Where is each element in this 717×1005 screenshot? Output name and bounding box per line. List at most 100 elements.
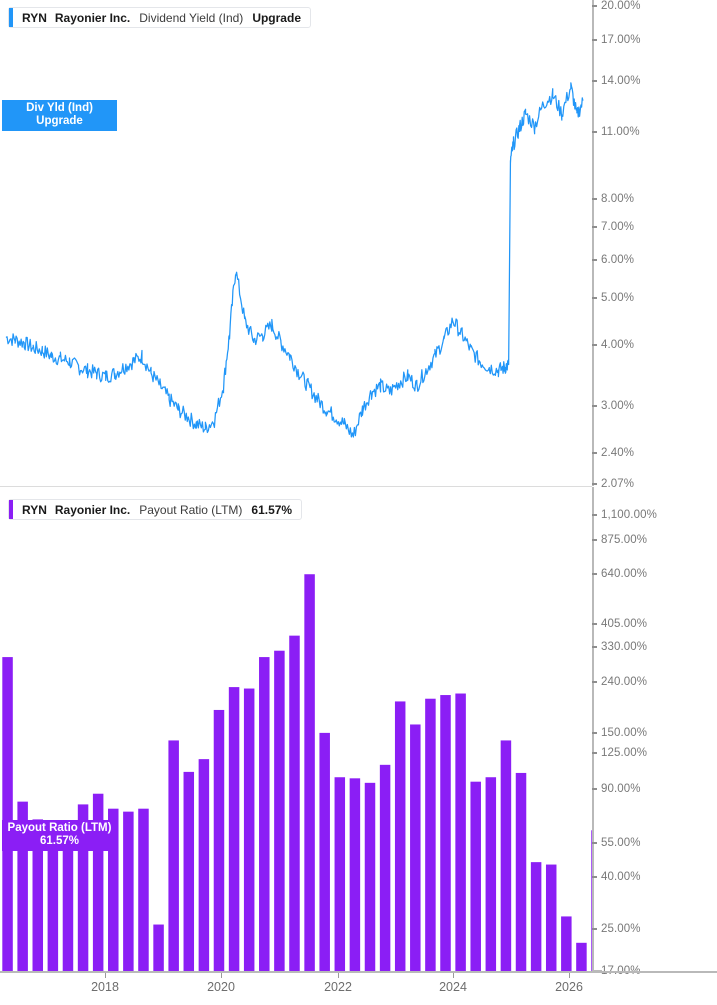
- y-axis-tick-mark: [592, 39, 597, 42]
- payout-ratio-bar[interactable]: [259, 657, 270, 971]
- legend-metric: Payout Ratio (LTM): [139, 502, 243, 517]
- legend-dividend-yield[interactable]: RYN Rayonier Inc. Dividend Yield (Ind) U…: [8, 7, 311, 28]
- badge-line-1: Div Yld (Ind): [26, 102, 93, 114]
- payout-ratio-bar[interactable]: [289, 635, 300, 971]
- y-axis-tick: 8.00%: [592, 192, 634, 206]
- payout-ratio-bar[interactable]: [530, 862, 542, 971]
- current-value-badge-dividend-yield[interactable]: Div Yld (Ind) Upgrade: [2, 100, 117, 131]
- y-axis-tick: 17.00%: [592, 33, 641, 47]
- payout-ratio-bar[interactable]: [500, 740, 512, 971]
- payout-ratio-bar[interactable]: [591, 830, 592, 971]
- badge-line-2: 61.57%: [39, 835, 79, 847]
- x-axis[interactable]: 2018 2020 2022 2024 2026: [0, 971, 717, 1005]
- y-axis-tick: 11.00%: [592, 125, 640, 139]
- payout-ratio-bar[interactable]: [2, 657, 13, 971]
- y-axis-tick: 25.00%: [592, 922, 641, 936]
- payout-ratio-bar[interactable]: [17, 801, 28, 971]
- dividend-yield-line: [5, 82, 584, 438]
- payout-ratio-bar[interactable]: [379, 764, 391, 971]
- payout-ratio-bar[interactable]: [545, 864, 557, 971]
- y-axis-payout-ratio[interactable]: 1,100.00% 875.00% 640.00% 405.00% 330.00% 240…: [592, 487, 717, 977]
- payout-ratio-bar[interactable]: [485, 777, 497, 971]
- y-axis-tick-label: 40.00%: [601, 871, 641, 884]
- y-axis-tick-label: 1,100.00%: [601, 509, 657, 521]
- payout-ratio-bar[interactable]: [243, 688, 255, 971]
- y-axis-tick-label: 20.00%: [601, 0, 641, 12]
- x-axis-tick-mark: [105, 973, 106, 978]
- payout-ratio-bar[interactable]: [394, 701, 406, 971]
- y-axis-tick-label: 3.00%: [601, 399, 635, 412]
- legend-value[interactable]: Upgrade: [252, 10, 301, 25]
- payout-ratio-bar[interactable]: [32, 819, 44, 971]
- payout-ratio-bar[interactable]: [576, 942, 587, 971]
- payout-ratio-bar[interactable]: [108, 808, 119, 971]
- payout-ratio-bar[interactable]: [319, 732, 330, 971]
- payout-ratio-bar[interactable]: [153, 924, 164, 971]
- legend-ticker: RYN: [22, 10, 47, 25]
- payout-ratio-bar[interactable]: [425, 698, 436, 971]
- payout-ratio-bar[interactable]: [440, 695, 451, 971]
- y-axis-tick-mark: [592, 80, 597, 83]
- payout-ratio-bar[interactable]: [334, 777, 346, 971]
- payout-ratio-bar[interactable]: [123, 811, 134, 971]
- payout-ratio-bar[interactable]: [349, 778, 361, 971]
- y-axis-tick-mark: [592, 344, 597, 347]
- payout-ratio-bar[interactable]: [92, 793, 104, 971]
- y-axis-tick-mark: [592, 539, 597, 541]
- x-axis-baseline: [0, 971, 717, 973]
- payout-ratio-bar[interactable]: [470, 781, 481, 971]
- y-axis-tick: 4.00%: [592, 338, 634, 352]
- y-axis-tick-mark: [592, 198, 597, 201]
- y-axis-tick: 150.00%: [592, 726, 647, 740]
- dividend-yield-chart-pane[interactable]: [0, 0, 592, 486]
- x-axis-tick-label: 2024: [439, 980, 467, 994]
- current-value-badge-payout-ratio[interactable]: Payout Ratio (LTM) 61.57%: [2, 820, 117, 851]
- payout-ratio-bar[interactable]: [168, 740, 179, 971]
- payout-ratio-bar[interactable]: [213, 709, 225, 971]
- y-axis-tick-mark: [592, 451, 597, 454]
- y-axis-tick-label: 330.00%: [601, 640, 648, 653]
- payout-ratio-bar[interactable]: [228, 687, 240, 971]
- y-axis-tick-mark: [592, 5, 597, 7]
- pane-divider: [0, 486, 592, 487]
- y-axis-tick-mark: [592, 297, 597, 300]
- y-axis-dividend-yield[interactable]: 20.00% 17.00% 14.00% 11.00% 8.00% 7.00% 6.00% 5…: [592, 0, 717, 490]
- y-axis-tick: 7.00%: [592, 220, 634, 234]
- y-axis-tick-label: 6.00%: [601, 253, 635, 266]
- payout-ratio-bar[interactable]: [561, 916, 572, 971]
- payout-ratio-bar[interactable]: [77, 804, 89, 971]
- badge-line-1: Payout Ratio (LTM): [7, 822, 112, 834]
- payout-ratio-bar-plot[interactable]: [0, 487, 592, 972]
- payout-ratio-bar[interactable]: [364, 782, 376, 971]
- payout-ratio-bar[interactable]: [274, 650, 285, 971]
- y-axis-tick-label: 14.00%: [601, 75, 641, 88]
- x-axis-tick-mark: [221, 973, 222, 978]
- y-axis-tick-label: 2.07%: [601, 478, 635, 490]
- legend-color-swatch: [9, 8, 13, 27]
- payout-ratio-bar[interactable]: [198, 759, 210, 971]
- payout-ratio-bar[interactable]: [515, 772, 527, 971]
- x-axis-tick-label: 2026: [555, 980, 583, 994]
- payout-ratio-chart-pane[interactable]: [0, 487, 592, 972]
- payout-ratio-bar[interactable]: [304, 574, 315, 971]
- legend-company: Rayonier Inc.: [54, 502, 131, 517]
- payout-ratio-bar[interactable]: [455, 693, 466, 971]
- legend-ticker: RYN: [22, 502, 47, 517]
- y-axis-tick-mark: [592, 226, 597, 229]
- payout-ratio-bar[interactable]: [47, 836, 59, 971]
- x-axis-tick-label: 2022: [324, 980, 352, 994]
- y-axis-tick: 6.00%: [592, 253, 634, 267]
- y-axis-tick: 2.07%: [592, 477, 634, 491]
- payout-ratio-bar[interactable]: [138, 808, 149, 971]
- dividend-yield-line-plot[interactable]: [0, 0, 592, 486]
- y-axis-tick: 2.40%: [592, 446, 634, 460]
- payout-ratio-bar[interactable]: [62, 844, 74, 971]
- y-axis-tick-label: 640.00%: [601, 568, 648, 581]
- payout-ratio-bar[interactable]: [410, 724, 421, 971]
- legend-payout-ratio[interactable]: RYN Rayonier Inc. Payout Ratio (LTM) 61.…: [8, 499, 303, 520]
- payout-ratio-bar[interactable]: [183, 771, 195, 971]
- y-axis-tick: 1,100.00%: [592, 508, 657, 522]
- y-axis-tick-label: 875.00%: [601, 534, 648, 546]
- x-axis-tick-mark: [338, 973, 339, 978]
